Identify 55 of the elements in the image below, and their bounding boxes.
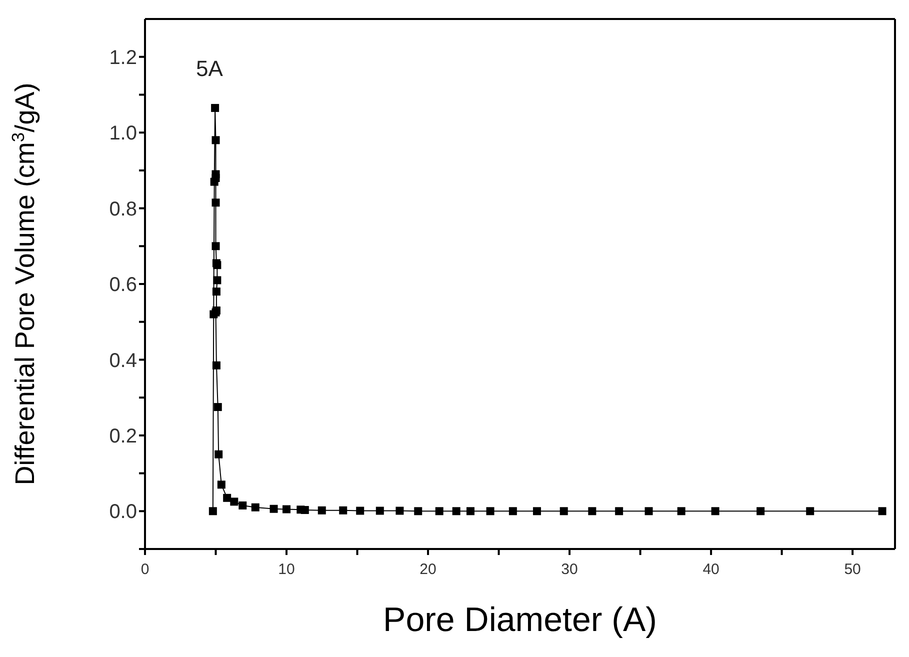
point xyxy=(644,507,653,516)
point xyxy=(251,503,260,512)
y-tick-label: 0.8 xyxy=(109,198,137,220)
point xyxy=(677,507,686,516)
point xyxy=(339,506,348,514)
point xyxy=(212,288,220,296)
point xyxy=(806,507,814,516)
point xyxy=(711,507,720,516)
point xyxy=(508,507,517,516)
point xyxy=(318,506,326,514)
point xyxy=(300,506,309,514)
point xyxy=(282,505,291,514)
point xyxy=(452,507,460,516)
y-tick-label: 1.0 xyxy=(109,122,137,145)
point xyxy=(212,174,220,182)
point xyxy=(532,507,541,516)
point xyxy=(214,403,222,412)
point xyxy=(878,507,886,516)
x-tick-label: 40 xyxy=(702,561,720,578)
annotation: 5A xyxy=(196,56,223,82)
point xyxy=(212,198,220,207)
point xyxy=(213,276,222,284)
point xyxy=(212,361,220,370)
point xyxy=(560,507,568,516)
point xyxy=(212,136,220,144)
point xyxy=(223,494,232,502)
point xyxy=(376,506,384,515)
point xyxy=(756,507,765,516)
y-tick-label: 1.2 xyxy=(109,46,137,69)
point xyxy=(435,507,444,516)
point xyxy=(211,104,220,112)
y-tick-label: 0.6 xyxy=(109,274,137,296)
point xyxy=(217,480,226,489)
x-tick-label: 0 xyxy=(140,561,150,578)
x-tick-label: 30 xyxy=(561,561,578,578)
point xyxy=(414,507,422,516)
point xyxy=(356,506,364,515)
x-tick-label: 20 xyxy=(420,561,436,578)
point xyxy=(230,498,238,506)
point xyxy=(396,506,404,515)
point xyxy=(270,504,278,513)
point xyxy=(615,507,624,516)
y-tick-label: 0.0 xyxy=(109,501,137,524)
x-tick-label: 10 xyxy=(278,561,295,578)
point xyxy=(466,507,474,516)
point xyxy=(214,450,223,458)
y-tick-label: 0.2 xyxy=(109,426,137,448)
point xyxy=(238,501,247,510)
x-axis-title: Pore Diameter (A) xyxy=(383,601,657,639)
point xyxy=(208,507,217,516)
point xyxy=(212,242,220,250)
point xyxy=(588,507,596,516)
x-tick-label: 50 xyxy=(844,561,861,578)
point xyxy=(486,507,494,516)
y-tick-label: 0.4 xyxy=(109,350,137,372)
